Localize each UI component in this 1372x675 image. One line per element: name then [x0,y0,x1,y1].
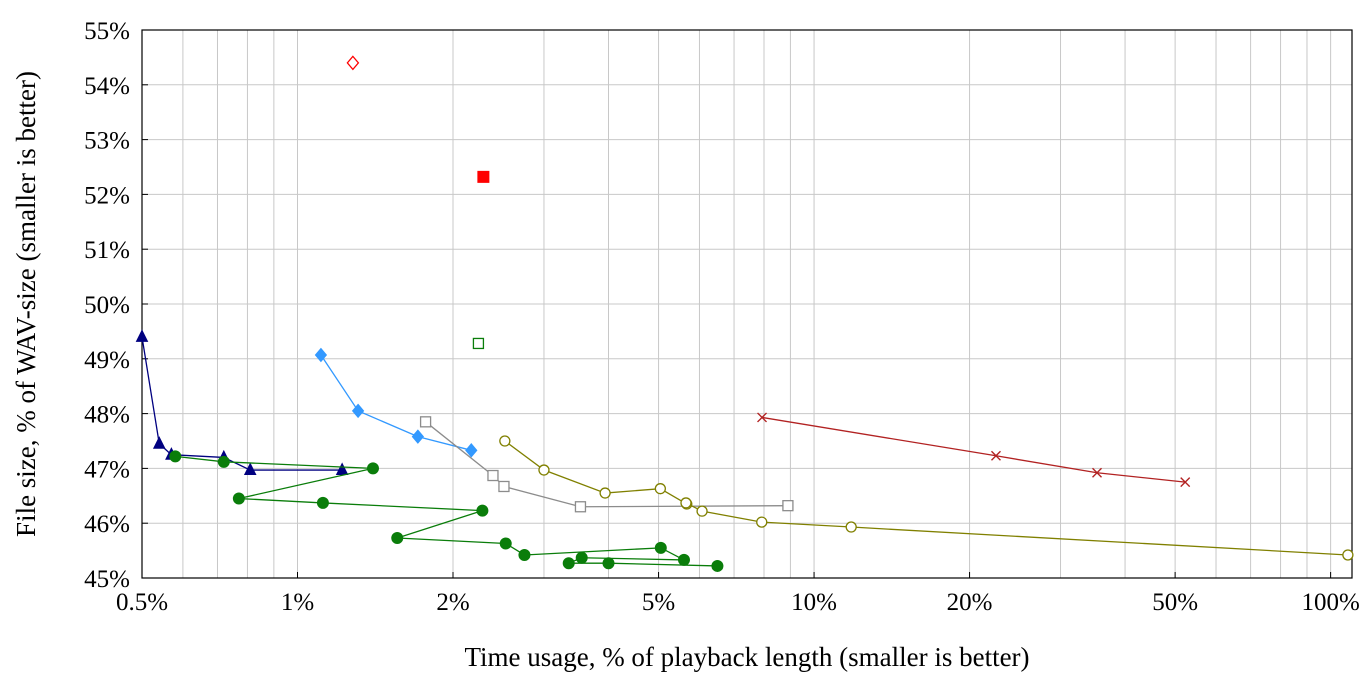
data-point [575,551,588,564]
x-tick-label: 0.5% [116,589,168,616]
data-point [232,492,245,505]
series-3 [419,416,794,513]
series-line [761,416,1186,483]
data-point [152,436,166,449]
y-tick-label: 52% [84,182,130,209]
data-point [243,462,257,476]
series-6 [346,55,360,71]
data-point [711,559,724,572]
y-tick-label: 53% [84,128,130,155]
y-tick-label: 47% [84,456,130,483]
series-line [320,354,472,451]
axis-ticks: 0.5% 1% 2% 5% 10% 20% 50% 100% 45% 46% 47% 48% 49% 50… [84,18,1360,616]
x-tick-label: 10% [791,589,837,616]
cross-stroke [990,450,1001,461]
y-tick-label: 46% [84,511,130,538]
series-7 [477,170,490,183]
y-tick-label: 50% [84,292,130,319]
grid [142,30,1352,578]
data-point [677,553,690,566]
data-point [756,516,768,528]
series-4 [499,435,1354,561]
series-2 [314,347,478,458]
x-tick-label: 2% [436,589,469,616]
cross-stroke [1092,467,1103,478]
y-tick-label: 49% [84,347,130,374]
series-0 [135,329,349,476]
data-point [335,462,349,476]
data-point [499,537,512,550]
data-point [366,462,379,475]
data-point [346,55,360,71]
data-point [391,531,404,544]
series-layer [135,55,1354,572]
data-point [654,483,666,495]
data-point [351,403,365,419]
x-tick-label: 20% [947,589,993,616]
x-tick-label: 100% [1301,589,1359,616]
data-point [498,480,510,493]
y-tick-label: 45% [84,566,130,593]
data-point [1180,477,1191,488]
y-axis-title: File size, % of WAV-size (smaller is bet… [11,71,41,537]
data-point [411,429,425,444]
cross-stroke [1180,477,1191,488]
data-point [757,412,768,423]
series-line [141,336,343,471]
data-point [476,504,489,517]
data-point [1092,467,1103,478]
data-point [518,548,531,561]
series-line [504,440,1348,556]
x-tick-label: 50% [1152,589,1198,616]
data-point [419,416,432,428]
series-1 [169,450,724,572]
data-point [680,497,692,509]
data-point [654,541,667,554]
data-point [499,435,511,447]
data-point [599,487,611,499]
series-line [175,455,718,567]
data-point [845,521,857,533]
data-point [487,469,499,482]
data-point [472,337,485,350]
y-tick-label: 54% [84,73,130,100]
y-tick-label: 48% [84,402,130,429]
x-tick-label: 5% [642,589,675,616]
y-tick-label: 51% [84,237,130,264]
data-point [602,557,615,570]
data-point [696,505,708,517]
data-point [135,329,149,342]
series-8 [472,337,485,350]
data-point [574,501,587,513]
data-point [316,496,329,509]
data-point [217,455,230,468]
data-point [782,500,794,512]
x-axis-title: Time usage, % of playback length (smalle… [464,642,1029,672]
data-point [169,450,182,463]
data-point [477,170,490,183]
data-point [314,347,328,363]
x-tick-label: 1% [281,589,314,616]
data-point [538,464,550,476]
cross-stroke [757,412,768,423]
data-point [1342,549,1354,561]
data-point [562,557,575,570]
y-tick-label: 55% [84,18,130,45]
series-5 [757,412,1191,488]
data-point [990,450,1001,461]
data-point [465,443,478,458]
